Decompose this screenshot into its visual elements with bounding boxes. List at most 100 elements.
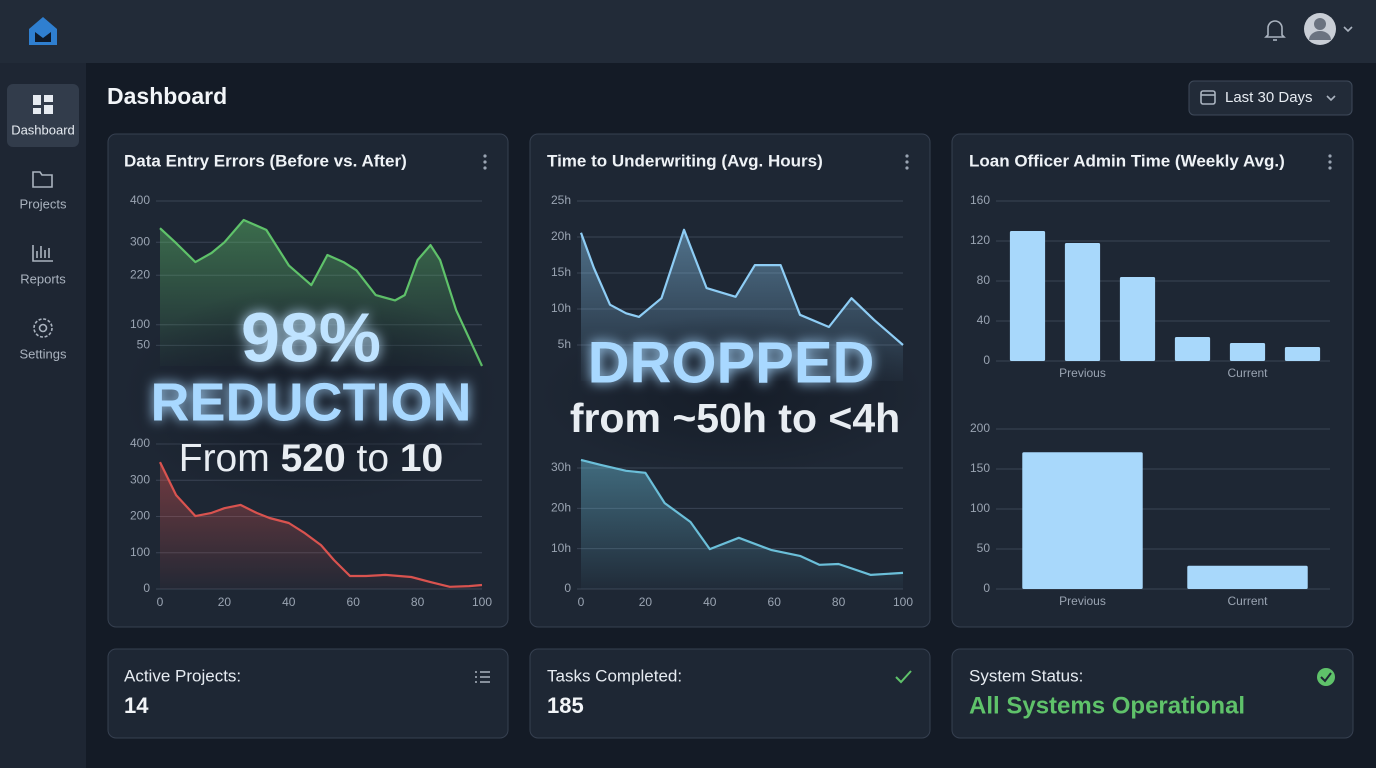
bar xyxy=(1187,565,1308,589)
nav-dashboard[interactable]: Dashboard xyxy=(11,95,75,137)
y-tick-label: 15h xyxy=(551,265,571,279)
y-tick-label: 150 xyxy=(970,461,990,475)
y-tick-label: 25h xyxy=(551,193,571,207)
nav-reports[interactable]: Reports xyxy=(20,245,66,286)
bar xyxy=(1229,343,1266,361)
overlay-detail-part: 10 xyxy=(400,437,443,480)
x-tick-label: Current xyxy=(1227,594,1268,608)
y-tick-label: 20h xyxy=(551,229,571,243)
nav-label[interactable]: Reports xyxy=(20,271,66,286)
y-tick-label: 50 xyxy=(977,541,991,555)
x-tick-label: 20 xyxy=(218,595,232,609)
notifications-icon[interactable] xyxy=(1264,20,1286,41)
bar xyxy=(1009,231,1046,361)
x-tick-label: 20 xyxy=(639,595,653,609)
card-title: Loan Officer Admin Time (Weekly Avg.) xyxy=(969,151,1285,170)
logo[interactable] xyxy=(29,17,57,45)
user-menu[interactable] xyxy=(1304,13,1353,45)
x-tick-label: 0 xyxy=(578,595,585,609)
y-tick-label: 400 xyxy=(130,193,150,207)
nav-settings[interactable]: Settings xyxy=(20,318,67,361)
y-tick-label: 100 xyxy=(130,545,150,559)
overlays: 98% REDUCTION From 520 to 10 DROPPED fro… xyxy=(121,285,928,505)
status-icon xyxy=(1317,668,1335,686)
top-bar xyxy=(0,0,1376,63)
stat-card: Tasks Completed: 185 xyxy=(529,648,931,739)
y-tick-label: 20h xyxy=(551,501,571,515)
y-tick-label: 0 xyxy=(564,581,571,595)
y-tick-label: 300 xyxy=(130,472,150,486)
line xyxy=(159,218,483,367)
y-tick-label: 300 xyxy=(130,234,150,248)
sidebar xyxy=(0,63,86,768)
bar xyxy=(1284,347,1321,361)
chart-card: Loan Officer Admin Time (Weekly Avg.) xyxy=(951,133,1354,628)
y-tick-label: 0 xyxy=(983,353,990,367)
x-tick-label: 80 xyxy=(411,595,425,609)
y-tick-label: 200 xyxy=(130,509,150,523)
card-title: Data Entry Errors (Before vs. After) xyxy=(124,151,407,170)
nav-active-bg xyxy=(7,84,79,147)
y-tick-label: 40 xyxy=(977,313,991,327)
overlay-backdrop xyxy=(121,285,501,505)
card-menu[interactable] xyxy=(483,154,487,170)
x-tick-label: 80 xyxy=(832,595,846,609)
date-range-label[interactable]: Last 30 Days xyxy=(1225,89,1313,106)
overlay-headline: 98% xyxy=(241,298,381,376)
check-icon xyxy=(895,670,912,684)
x-tick-label: Current xyxy=(1227,366,1268,380)
overlay-detail: From 520 to 10 xyxy=(179,437,444,480)
overlay-detail-part: to xyxy=(346,437,400,480)
page-title: Dashboard xyxy=(107,83,227,109)
nav-label[interactable]: Settings xyxy=(20,346,67,361)
x-tick-label: 40 xyxy=(282,595,296,609)
area-fill xyxy=(581,459,903,589)
y-tick-label: 120 xyxy=(970,233,990,247)
stat-value: 185 xyxy=(547,693,584,718)
stat-value: 14 xyxy=(124,693,149,718)
y-tick-label: 220 xyxy=(130,267,150,281)
overlay-detail-part: From xyxy=(179,437,281,480)
nav-projects[interactable]: Projects xyxy=(20,171,67,211)
x-tick-label: 100 xyxy=(472,595,492,609)
stat-value: All Systems Operational xyxy=(969,692,1245,719)
stat-card: System Status: All Systems Operational xyxy=(951,648,1354,739)
line xyxy=(580,458,904,576)
card-title: Time to Underwriting (Avg. Hours) xyxy=(547,151,823,170)
y-tick-label: 10h xyxy=(551,301,571,315)
y-tick-label: 30h xyxy=(551,460,571,474)
y-tick-label: 200 xyxy=(970,421,990,435)
x-tick-label: 100 xyxy=(893,595,913,609)
stat-label: System Status: xyxy=(969,666,1083,685)
x-tick-label: Previous xyxy=(1059,366,1106,380)
line xyxy=(159,461,483,588)
stat-card: Active Projects: 14 xyxy=(107,648,509,739)
nav-label[interactable]: Dashboard xyxy=(11,122,75,137)
x-tick-label: 60 xyxy=(347,595,361,609)
x-tick-label: 0 xyxy=(157,595,164,609)
overlay-backdrop xyxy=(538,315,928,475)
x-tick-label: 60 xyxy=(768,595,782,609)
nav-label[interactable]: Projects xyxy=(20,196,67,211)
y-tick-label: 160 xyxy=(970,193,990,207)
bar xyxy=(1064,243,1101,361)
x-tick-label: Previous xyxy=(1059,594,1106,608)
bar xyxy=(1119,277,1156,361)
y-tick-label: 0 xyxy=(143,581,150,595)
overlay-headline: DROPPED xyxy=(588,330,875,395)
bar xyxy=(1174,337,1211,361)
y-tick-label: 100 xyxy=(130,317,150,331)
y-tick-label: 100 xyxy=(970,501,990,515)
status-check xyxy=(1320,672,1332,683)
date-range-picker[interactable]: Last 30 Days xyxy=(1188,80,1353,116)
line xyxy=(579,228,904,346)
card-menu[interactable] xyxy=(1328,154,1332,170)
y-tick-label: 0 xyxy=(983,581,990,595)
overlay-subhead: REDUCTION xyxy=(151,372,472,432)
stat-label: Active Projects: xyxy=(124,666,241,685)
card-menu[interactable] xyxy=(905,154,909,170)
overlay-detail: from ~50h to <4h xyxy=(570,395,900,441)
y-tick-label: 5h xyxy=(558,337,571,351)
x-tick-label: 40 xyxy=(703,595,717,609)
